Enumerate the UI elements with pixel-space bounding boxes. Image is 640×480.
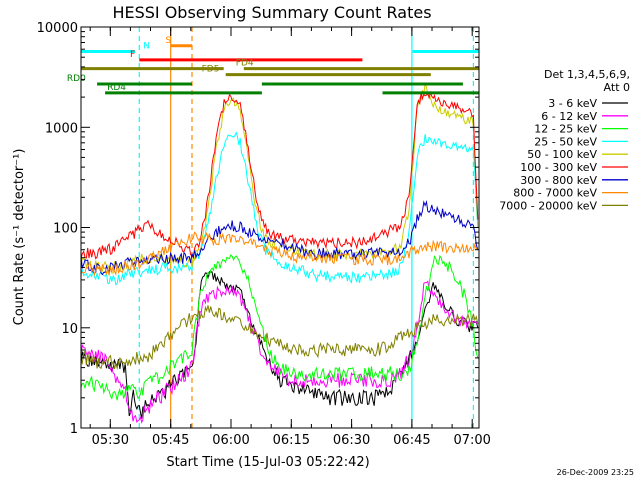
y-tick-label: 10000 xyxy=(37,21,78,36)
x-tick-label: 06:30 xyxy=(333,433,370,448)
legend-entry-label: 800 - 7000 keV xyxy=(513,187,597,200)
chart-title: HESSI Observing Summary Count Rates xyxy=(112,3,431,22)
flag-label: RD0 xyxy=(67,74,86,84)
y-tick-label: 100 xyxy=(53,222,78,237)
legend-entry-label: 6 - 12 keV xyxy=(541,110,597,123)
series-line xyxy=(81,131,479,286)
legend-entry-label: 300 - 800 keV xyxy=(520,174,597,187)
x-tick-label: 07:00 xyxy=(453,433,490,448)
legend-header: Det 1,3,4,5,6,9, xyxy=(544,68,630,81)
flag-label: N xyxy=(143,42,150,52)
y-tick-label: 1000 xyxy=(45,121,78,136)
x-tick-label: 05:45 xyxy=(152,433,189,448)
legend-entry-label: 3 - 6 keV xyxy=(548,97,597,110)
series-line xyxy=(81,305,479,371)
series-line xyxy=(81,83,479,274)
legend-entry-label: 7000 - 20000 keV xyxy=(499,199,597,212)
series-line xyxy=(81,280,479,424)
y-tick-label: 1 xyxy=(70,422,78,437)
generated-timestamp: 26-Dec-2009 23:25 xyxy=(557,468,634,477)
y-axis-label-group: Count Rate (s⁻¹ detector⁻¹) xyxy=(12,149,27,326)
flag-label: S xyxy=(165,36,171,46)
x-tick-label: 06:00 xyxy=(212,433,249,448)
series-line xyxy=(81,271,479,419)
flag-label: RD4 xyxy=(107,83,126,93)
y-axis-label: Count Rate (s⁻¹ detector⁻¹) xyxy=(12,149,27,326)
legend-entry-label: 25 - 50 keV xyxy=(534,135,597,148)
series-layer xyxy=(81,83,479,424)
flag-label: FD4 xyxy=(236,59,254,69)
flag-label: F xyxy=(130,50,135,60)
plot-area: S NF FD4 FD5 RD0 RD4 1 10 100 1000 10000 05:30 05:45… xyxy=(37,21,491,448)
legend-entry-label: 50 - 100 keV xyxy=(527,148,597,161)
series-line xyxy=(81,90,479,260)
series-line xyxy=(81,231,479,277)
x-tick-label: 06:15 xyxy=(273,433,310,448)
x-tick-label: 05:30 xyxy=(92,433,129,448)
x-tick-label: 06:45 xyxy=(393,433,430,448)
flag-label: FD5 xyxy=(202,65,220,75)
legend-header: Att 0 xyxy=(604,81,630,94)
series-line xyxy=(81,254,479,401)
series-line xyxy=(81,199,479,276)
y-tick-label: 10 xyxy=(61,322,78,337)
legend-entry-label: 100 - 300 keV xyxy=(520,161,597,174)
legend-entry-label: 12 - 25 keV xyxy=(534,123,597,136)
x-axis-label: Start Time (15-Jul-03 05:22:42) xyxy=(166,455,369,470)
